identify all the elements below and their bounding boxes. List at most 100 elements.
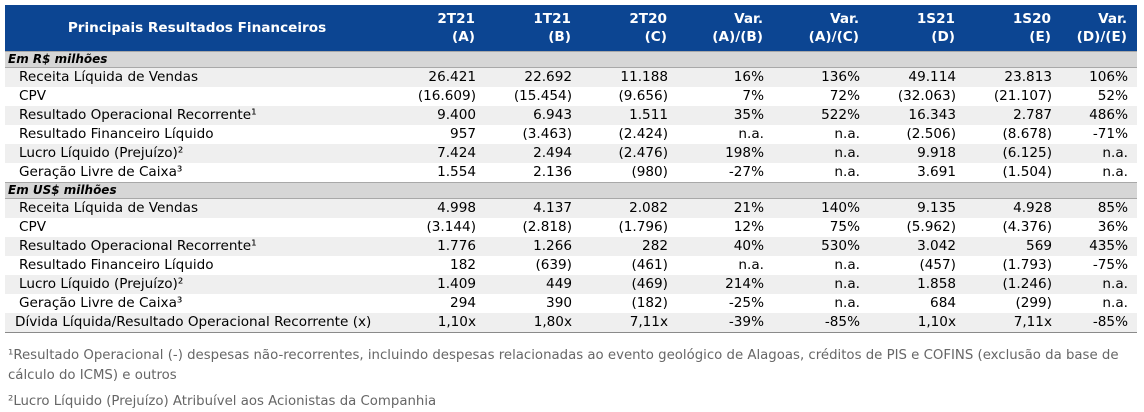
table-row: Receita Líquida de Vendas 26.421 22.692 11.… (5, 67, 1137, 87)
table-cell: (469) (581, 275, 677, 294)
footnote-1: ¹Resultado Operacional (-) despesas não-… (8, 348, 1119, 383)
table-cell: 72% (773, 87, 869, 106)
column-header-code: (C) (644, 29, 667, 45)
row-label: Lucro Líquido (Prejuízo)² (5, 275, 389, 294)
column-header-period: 2T20 (629, 11, 667, 27)
table-cell: 7% (677, 87, 773, 106)
table-row: Lucro Líquido (Prejuízo)² 1.409 449 (469) 21… (5, 275, 1137, 294)
table-cell: 569 (965, 237, 1061, 256)
table-cell: 35% (677, 106, 773, 125)
table-cell: (2.424) (581, 125, 677, 144)
column-header-code: (E) (1029, 29, 1051, 45)
row-label: Resultado Operacional Recorrente¹ (5, 237, 389, 256)
table-cell: 214% (677, 275, 773, 294)
table-cell: 140% (773, 198, 869, 218)
table-cell: 22.692 (485, 67, 581, 87)
row-label: Resultado Financeiro Líquido (5, 125, 389, 144)
section-header-row: Em R$ milhões (5, 51, 1137, 68)
table-cell: (461) (581, 256, 677, 275)
table-cell: 36% (1061, 218, 1137, 237)
table-cell: 3.691 (869, 163, 965, 183)
table-cell: 390 (485, 294, 581, 313)
table-cell: 1,10x (389, 313, 485, 333)
table-cell: 182 (389, 256, 485, 275)
table-cell: 1.776 (389, 237, 485, 256)
table-cell: (980) (581, 163, 677, 183)
row-label: Geração Livre de Caixa³ (5, 163, 389, 183)
table-cell: 7,11x (965, 313, 1061, 333)
table-cell: 282 (581, 237, 677, 256)
table-cell: (1.246) (965, 275, 1061, 294)
table-cell: (457) (869, 256, 965, 275)
table-cell: 1.858 (869, 275, 965, 294)
table-cell: 530% (773, 237, 869, 256)
table-cell: 2.136 (485, 163, 581, 183)
table-cell: 11.188 (581, 67, 677, 87)
column-header: 1S20 (E) (965, 5, 1061, 52)
column-header-period: 2T21 (437, 11, 475, 27)
table-cell: -85% (1061, 313, 1137, 333)
column-header: 2T20 (C) (581, 5, 677, 52)
table-cell: 136% (773, 67, 869, 87)
column-header-code: (A)/(C) (808, 29, 859, 45)
table-cell: 1.409 (389, 275, 485, 294)
row-label: Receita Líquida de Vendas (5, 67, 389, 87)
table-cell: -85% (773, 313, 869, 333)
table-cell: 9.400 (389, 106, 485, 125)
table-cell: 16% (677, 67, 773, 87)
table-cell: 16.343 (869, 106, 965, 125)
row-label: Resultado Financeiro Líquido (5, 256, 389, 275)
row-label: Receita Líquida de Vendas (5, 198, 389, 218)
row-label: Dívida Líquida/Resultado Operacional Rec… (5, 313, 389, 333)
column-header: 2T21 (A) (389, 5, 485, 52)
table-cell: (1.793) (965, 256, 1061, 275)
table-cell: 12% (677, 218, 773, 237)
table-cell: (3.463) (485, 125, 581, 144)
table-cell: (182) (581, 294, 677, 313)
table-cell: -75% (1061, 256, 1137, 275)
table-cell: 957 (389, 125, 485, 144)
column-header-period: Var. (734, 11, 763, 27)
table-cell: n.a. (1061, 294, 1137, 313)
table-row: Lucro Líquido (Prejuízo)² 7.424 2.494 (2.47… (5, 144, 1137, 163)
table-body: Em R$ milhões Receita Líquida de Vendas 26… (5, 51, 1137, 333)
table-row: Resultado Financeiro Líquido 182 (639) (461… (5, 256, 1137, 275)
table-cell: n.a. (677, 256, 773, 275)
table-cell: n.a. (773, 163, 869, 183)
table-cell: (5.962) (869, 218, 965, 237)
table-cell: 4.998 (389, 198, 485, 218)
table-cell: 684 (869, 294, 965, 313)
table-cell: 75% (773, 218, 869, 237)
table-cell: -25% (677, 294, 773, 313)
table-cell: (2.506) (869, 125, 965, 144)
table-cell: 52% (1061, 87, 1137, 106)
row-label: Geração Livre de Caixa³ (5, 294, 389, 313)
column-header: Var. (D)/(E) (1061, 5, 1137, 52)
table-cell: 4.137 (485, 198, 581, 218)
table-cell: 435% (1061, 237, 1137, 256)
table-cell: n.a. (773, 144, 869, 163)
column-header-period: Var. (830, 11, 859, 27)
table-cell: 4.928 (965, 198, 1061, 218)
table-cell: (2.476) (581, 144, 677, 163)
row-label: CPV (5, 87, 389, 106)
table-cell: (8.678) (965, 125, 1061, 144)
table-cell: 2.787 (965, 106, 1061, 125)
footnote-2: ²Lucro Líquido (Prejuízo) Atribuível aos… (8, 394, 437, 409)
table-row: CPV (16.609) (15.454) (9.656) 7% 72% (32.063)(… (5, 87, 1137, 106)
table-cell: (1.796) (581, 218, 677, 237)
table-cell: 1,80x (485, 313, 581, 333)
table-row: Geração Livre de Caixa³ 294 390 (182) -25% n.… (5, 294, 1137, 313)
table-cell: (299) (965, 294, 1061, 313)
row-label: CPV (5, 218, 389, 237)
table-row: Resultado Financeiro Líquido 957 (3.463) (2… (5, 125, 1137, 144)
table-row: CPV (3.144) (2.818) (1.796) 12% 75% (5.962) (4.… (5, 218, 1137, 237)
table-cell: 40% (677, 237, 773, 256)
table-cell: 2.494 (485, 144, 581, 163)
table-cell: n.a. (773, 275, 869, 294)
column-header: 1S21 (D) (869, 5, 965, 52)
table-cell: (9.656) (581, 87, 677, 106)
table-cell: (6.125) (965, 144, 1061, 163)
table-cell: -71% (1061, 125, 1137, 144)
